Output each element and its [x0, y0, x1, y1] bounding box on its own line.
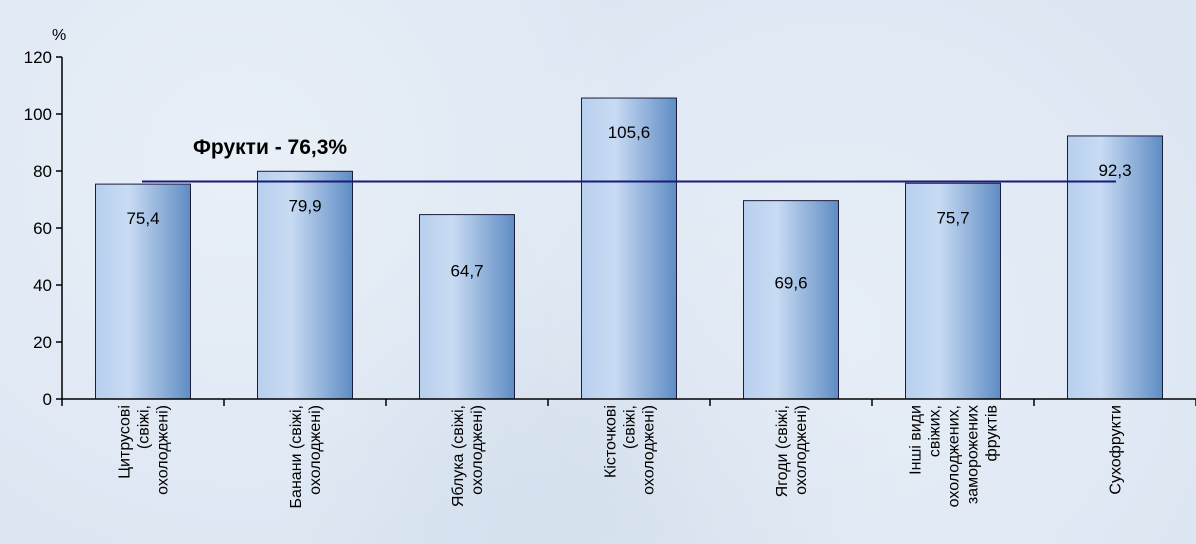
bar	[420, 215, 515, 399]
y-axis: 0 20 40 60 80 100 120	[24, 48, 62, 409]
category-label-line: охолоджені)	[641, 405, 658, 495]
category-label-line: Яблука (свіжі,	[450, 405, 467, 507]
category-label: Кісточкові (свіжі, охолоджені)	[603, 405, 658, 495]
category-label-line: охолоджених,	[946, 405, 963, 507]
data-label: 105,6	[608, 123, 651, 142]
y-tick-label: 120	[24, 48, 52, 67]
category-label-line: охолоджені)	[793, 405, 810, 495]
y-tick-label: 20	[33, 333, 52, 352]
category-label-line: заморожених	[965, 405, 982, 504]
average-reference-label: Фрукти - 76,3%	[193, 136, 347, 159]
category-label-line: Кісточкові	[603, 405, 620, 478]
y-tick-label: 60	[33, 219, 52, 238]
category-label: Яблука (свіжі, охолоджені)	[450, 405, 486, 507]
data-label: 79,9	[288, 196, 321, 215]
y-tick-label: 100	[24, 105, 52, 124]
data-label: 75,7	[936, 208, 969, 227]
category-label: Цитрусові (свіжі, охолоджені)	[117, 405, 172, 495]
category-label-line: (свіжі,	[622, 405, 639, 449]
category-label-line: Сухофрукти	[1108, 405, 1125, 495]
category-label-line: охолоджені)	[307, 405, 324, 495]
category-label: Банани (свіжі, охолоджені)	[288, 405, 324, 508]
category-label-line: Цитрусові	[117, 405, 134, 479]
category-label: Ягоди (свіжі, охолоджені)	[774, 405, 810, 497]
x-axis: Цитрусові (свіжі, охолоджені) Банани (свіжі…	[62, 399, 1196, 508]
category-label: Інші види свіжих, охолоджених, заморожених ф…	[908, 405, 1001, 507]
category-label-line: Інші види	[908, 405, 925, 475]
category-label: Сухофрукти	[1108, 405, 1125, 495]
bar	[744, 201, 839, 399]
data-label: 92,3	[1098, 161, 1131, 180]
data-label: 75,4	[126, 209, 159, 228]
data-label: 69,6	[774, 274, 807, 293]
bar	[582, 98, 677, 399]
y-tick-label: 80	[33, 162, 52, 181]
data-label: 64,7	[450, 262, 483, 281]
y-unit-label: %	[52, 27, 66, 44]
y-tick-label: 40	[33, 276, 52, 295]
category-label-line: охолоджені)	[469, 405, 486, 495]
category-label-line: свіжих,	[927, 405, 944, 457]
category-label-line: (свіжі,	[136, 405, 153, 449]
y-tick-label: 0	[43, 390, 52, 409]
category-label-line: охолоджені)	[155, 405, 172, 495]
category-label-line: фруктів	[984, 405, 1001, 461]
category-label-line: Ягоди (свіжі,	[774, 405, 791, 497]
category-label-line: Банани (свіжі,	[288, 405, 305, 508]
